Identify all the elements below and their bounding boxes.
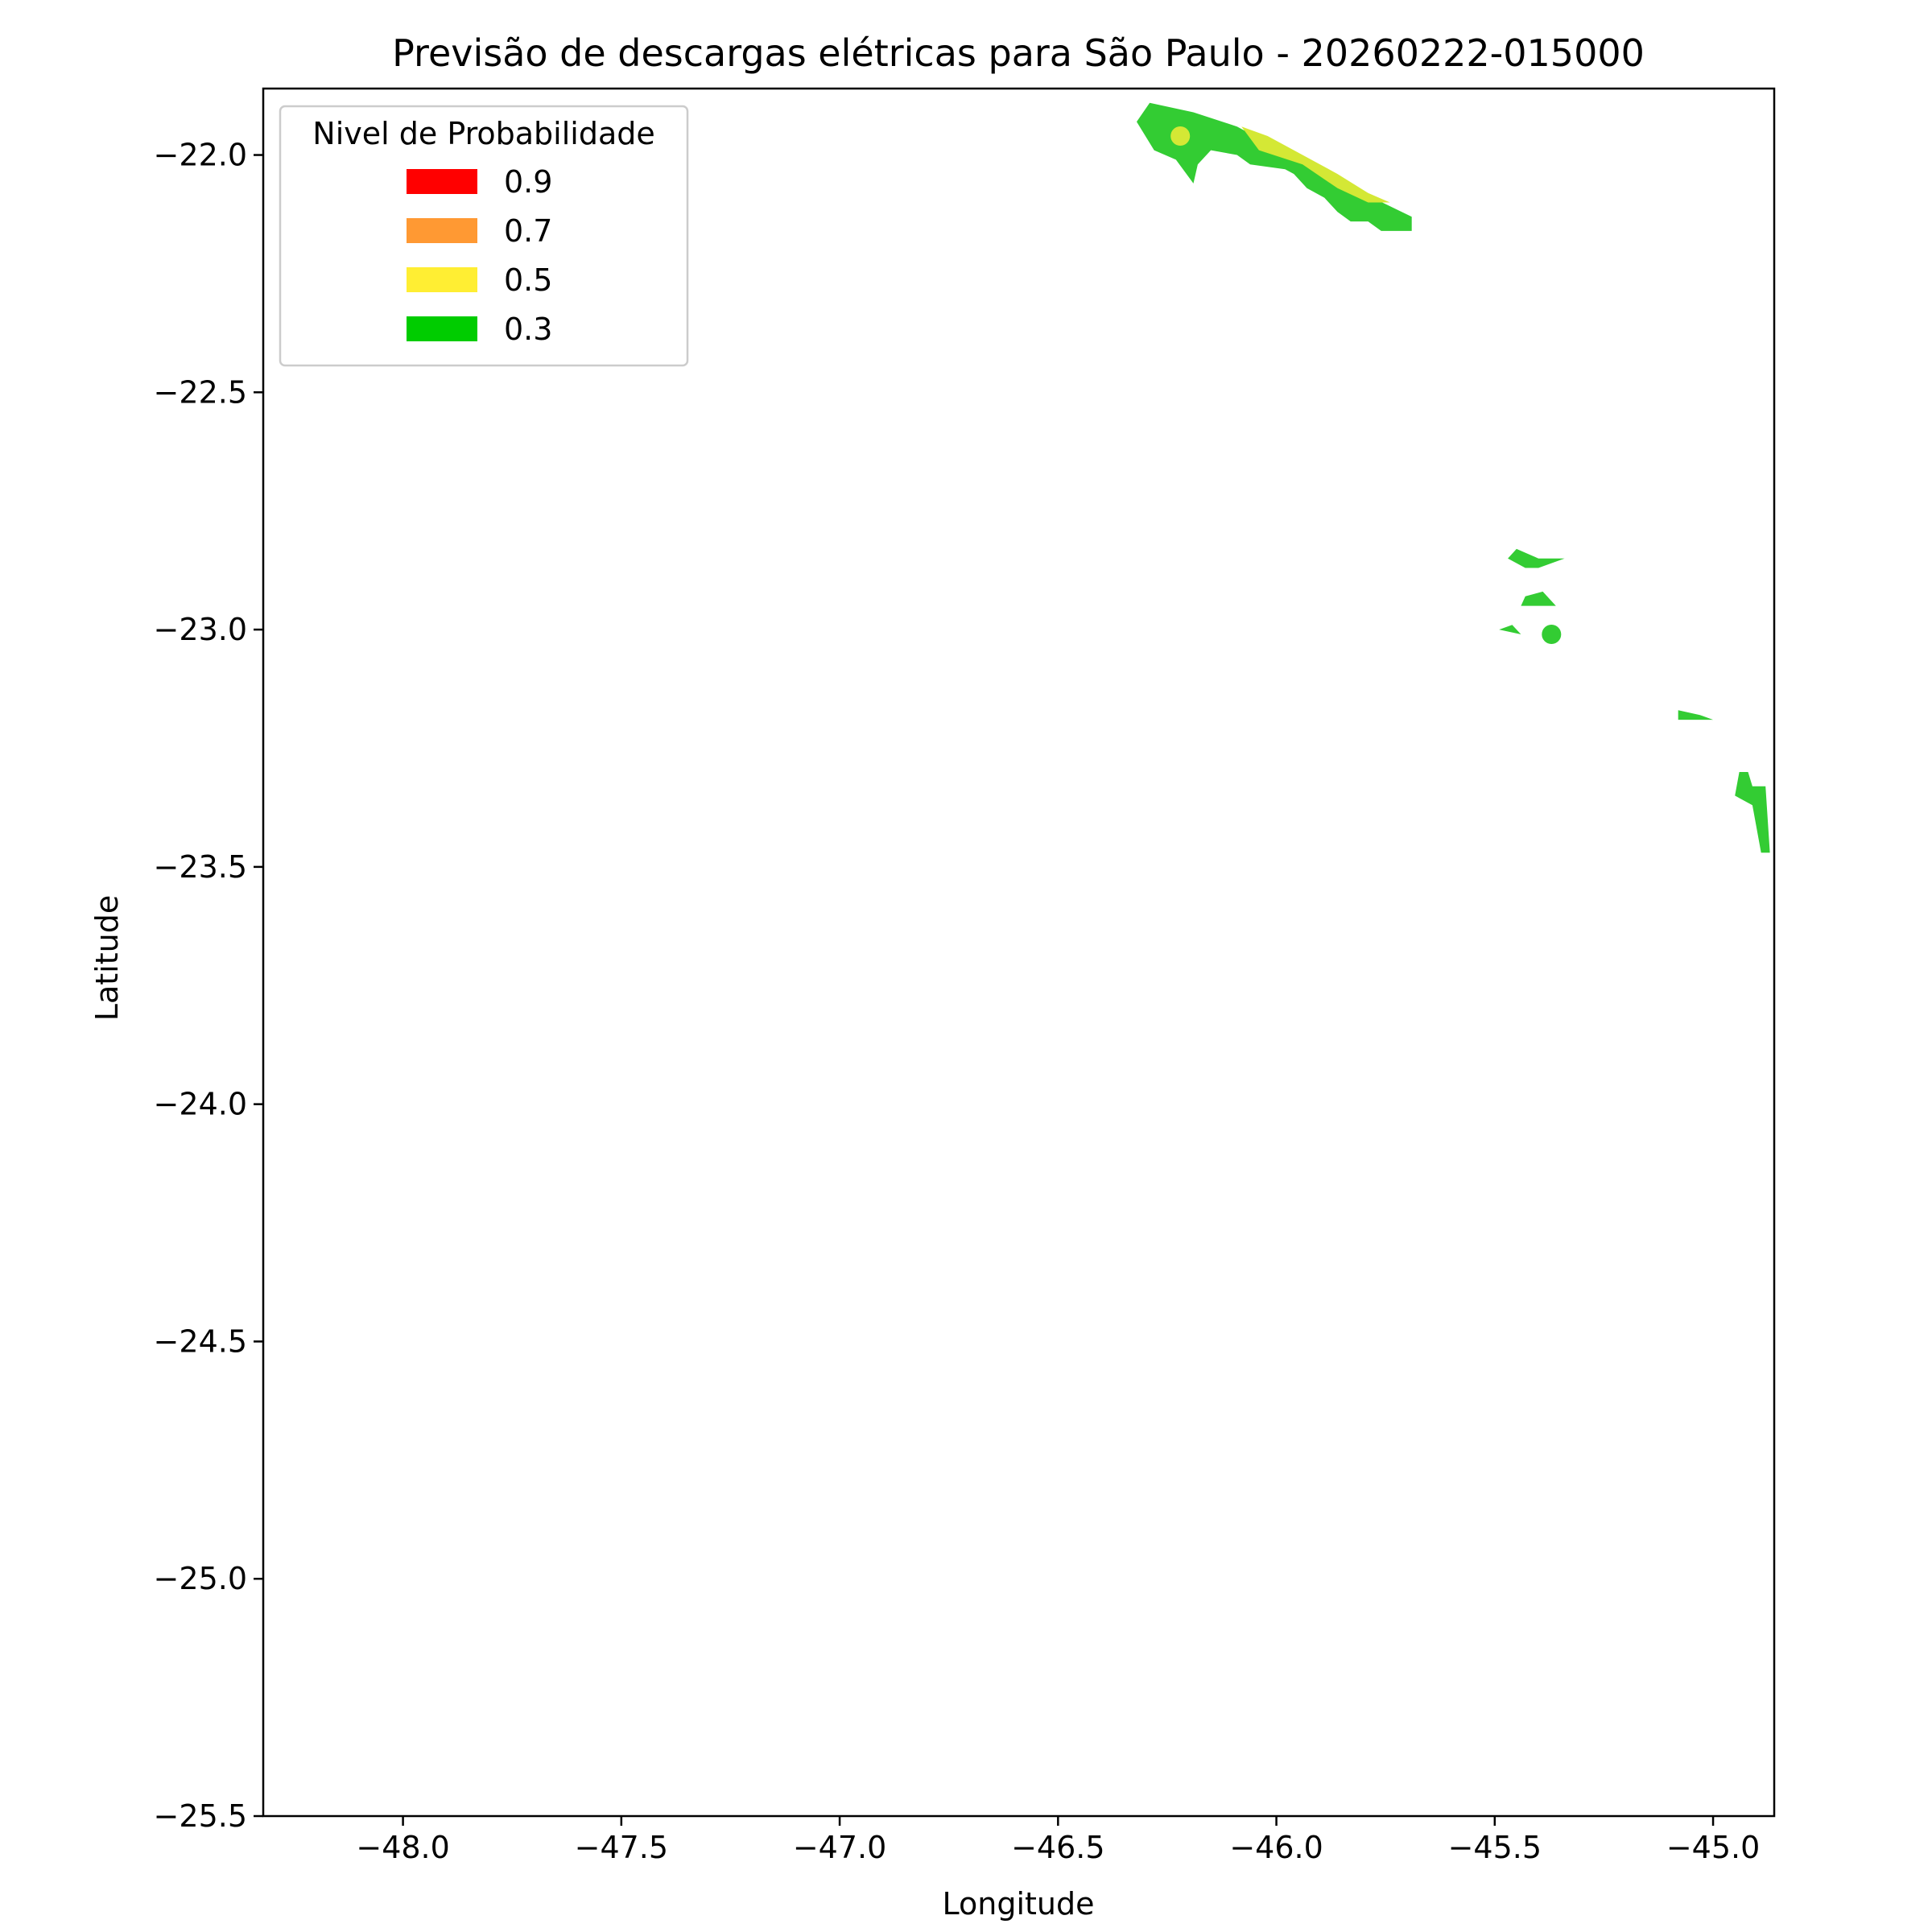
legend-swatch <box>407 267 477 292</box>
x-tick-label: −46.5 <box>1011 1830 1104 1865</box>
y-tick-label: −25.0 <box>154 1561 247 1596</box>
x-tick-label: −47.5 <box>575 1830 668 1865</box>
x-tick-label: −46.0 <box>1229 1830 1323 1865</box>
legend-label: 0.5 <box>504 262 552 298</box>
y-tick-label: −25.5 <box>154 1798 247 1834</box>
probability-region-1 <box>1137 102 1412 231</box>
probability-marker-1 <box>1170 126 1191 146</box>
legend-title: Nivel de Probabilidade <box>312 116 654 151</box>
legend-label: 0.9 <box>504 164 552 200</box>
probability-region-3 <box>1508 548 1565 568</box>
y-tick-label: −24.0 <box>154 1087 247 1122</box>
regions-layer <box>1137 102 1770 853</box>
plot-frame <box>262 87 1776 1818</box>
y-tick-label: −24.5 <box>154 1323 247 1359</box>
y-tick-label: −22.5 <box>154 374 247 410</box>
probability-region-2 <box>1241 126 1390 203</box>
x-tick-label: −47.0 <box>793 1830 886 1865</box>
plot-area <box>263 89 1774 1816</box>
x-axis: −48.0 −47.5 −47.0 −46.5 −46.0 −45.5 −45.0 <box>356 1816 1760 1865</box>
probability-region-4 <box>1521 591 1556 606</box>
legend: Nivel de Probabilidade 0.9 0.7 0.5 0.3 <box>279 105 689 367</box>
legend-entries: 0.9 0.7 0.5 0.3 <box>407 164 552 347</box>
y-axis-label: Latitude <box>89 895 125 1021</box>
markers-layer <box>1170 126 1562 644</box>
legend-box <box>279 105 689 367</box>
x-axis-label: Longitude <box>943 1886 1095 1922</box>
probability-marker-2 <box>1542 625 1562 644</box>
legend-label: 0.3 <box>504 312 552 347</box>
probability-region-5 <box>1499 625 1521 634</box>
probability-region-7 <box>1735 772 1770 853</box>
legend-label: 0.7 <box>504 213 552 249</box>
x-tick-label: −48.0 <box>356 1830 449 1865</box>
y-axis: −22.0 −22.5 −23.0 −23.5 −24.0 −24.5 −25.0 −25.5 <box>154 138 263 1834</box>
y-tick-label: −23.0 <box>154 612 247 647</box>
x-tick-label: −45.0 <box>1666 1830 1760 1865</box>
y-tick-label: −23.5 <box>154 849 247 885</box>
probability-region-6 <box>1678 710 1714 720</box>
legend-swatch <box>407 169 477 194</box>
x-tick-label: −45.5 <box>1448 1830 1542 1865</box>
legend-swatch <box>407 218 477 243</box>
chart-title: Previsão de descargas elétricas para São… <box>392 31 1645 75</box>
legend-swatch <box>407 316 477 341</box>
y-tick-label: −22.0 <box>154 138 247 173</box>
